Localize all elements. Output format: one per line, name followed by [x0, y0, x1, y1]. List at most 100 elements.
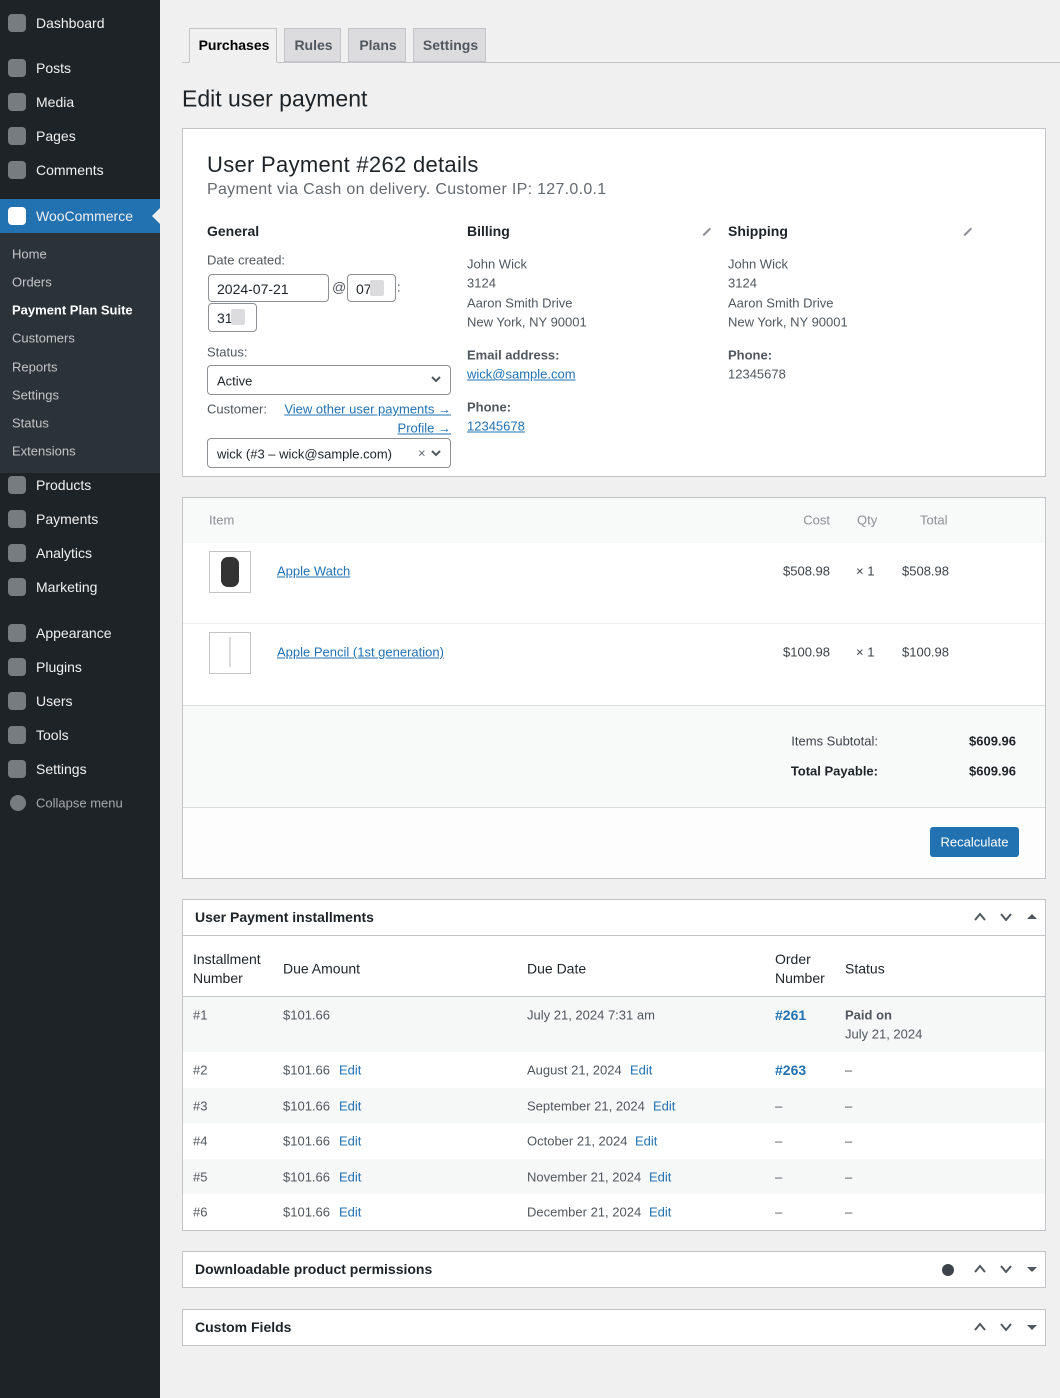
panel-title: User Payment installments	[195, 909, 374, 925]
edit-date-link[interactable]: Edit	[635, 1133, 658, 1149]
menu-item[interactable]: Products	[36, 477, 92, 493]
tab[interactable]: Rules	[284, 28, 341, 62]
toggle-down[interactable]	[1027, 1324, 1037, 1330]
total-label: Total Payable:	[790, 763, 878, 779]
phone-value: 12345678	[728, 366, 786, 382]
toggle-up[interactable]	[1027, 913, 1037, 919]
submenu-item[interactable]: Payment Plan Suite	[12, 302, 133, 318]
active-arrow	[152, 208, 160, 224]
edit-amount-link[interactable]: Edit	[339, 1169, 362, 1184]
move-down[interactable]	[999, 912, 1013, 922]
spin	[231, 309, 245, 325]
move-up[interactable]	[973, 1264, 987, 1274]
order-link[interactable]: #261	[775, 1007, 807, 1023]
submenu-item[interactable]: Orders	[12, 274, 52, 290]
view-payments-link[interactable]: View other user payments →	[284, 401, 451, 417]
address-line: Aaron Smith Drive	[467, 295, 573, 311]
menu-item[interactable]: Media	[36, 94, 75, 110]
collapse-menu[interactable]: Collapse menu	[36, 795, 123, 811]
table-header: Due Amount	[283, 960, 361, 977]
details-subtitle: Payment via Cash on delivery. Customer I…	[207, 181, 607, 198]
address-line: New York, NY 90001	[467, 314, 587, 330]
details-box	[182, 128, 1046, 477]
submenu-item[interactable]: Home	[12, 246, 47, 262]
menu-item[interactable]: Analytics	[36, 545, 93, 561]
menu-item[interactable]: Pages	[36, 128, 76, 144]
move-up[interactable]	[973, 1322, 987, 1332]
field-label: Customer:	[207, 401, 267, 417]
edit-date-link[interactable]: Edit	[649, 1204, 672, 1220]
edit-amount-link[interactable]: Edit	[339, 1098, 362, 1113]
menu-item[interactable]: Posts	[36, 60, 72, 76]
admin-sidebar: Dashboard Posts Media Pages Comments WooComme…	[0, 0, 160, 1398]
item-name[interactable]: Apple Pencil (1st generation)	[277, 644, 444, 660]
address-line: John Wick	[467, 256, 527, 272]
edit-amount-link[interactable]: Edit	[339, 1062, 362, 1078]
profile-link[interactable]: Profile →	[397, 420, 451, 436]
address-line: 3124	[728, 275, 757, 291]
active-menu-bg	[0, 199, 160, 233]
edit-amount-link[interactable]: Edit	[339, 1133, 362, 1149]
menu-item[interactable]: WooCommerce	[36, 208, 133, 224]
page-title: Edit user payment	[182, 85, 368, 112]
move-down[interactable]	[999, 1264, 1013, 1274]
menu-item[interactable]: Appearance	[36, 625, 112, 641]
details-title: User Payment #262 details	[207, 152, 479, 177]
toggle-down[interactable]	[1027, 1266, 1037, 1272]
menu-item[interactable]: Tools	[36, 727, 69, 743]
menu-item[interactable]: Users	[36, 693, 73, 709]
panel-title: Downloadable product permissions	[195, 1261, 433, 1277]
address-line: Aaron Smith Drive	[728, 295, 834, 311]
email-link[interactable]: wick@sample.com	[467, 366, 576, 382]
installment-status: –	[845, 1169, 853, 1184]
move-down[interactable]	[430, 375, 442, 383]
installment-status: –	[845, 1133, 853, 1149]
status-date: July 21, 2024	[845, 1026, 923, 1042]
edit-date-link[interactable]: Edit	[630, 1062, 653, 1078]
help-icon[interactable]	[942, 1264, 954, 1276]
menu-item[interactable]: Marketing	[36, 579, 98, 595]
move-down[interactable]	[430, 449, 442, 457]
recalculate-button[interactable]: Recalculate	[930, 827, 1019, 857]
thumbnail-image	[221, 557, 239, 587]
menu-item[interactable]: Dashboard	[36, 15, 105, 31]
submenu-item[interactable]: Settings	[12, 387, 59, 403]
submenu-item[interactable]: Reports	[12, 359, 58, 375]
tab[interactable]: Settings	[413, 28, 486, 62]
phone-link[interactable]: 12345678	[467, 418, 525, 434]
menu-icon	[8, 624, 26, 642]
submenu-item[interactable]: Customers	[12, 330, 75, 346]
installment-number: #2	[193, 1062, 208, 1078]
due-amount: $101.66	[283, 1133, 330, 1149]
menu-item[interactable]: Payments	[36, 511, 99, 527]
submenu-item[interactable]: Extensions	[12, 443, 76, 459]
edit-date-link[interactable]: Edit	[649, 1169, 672, 1184]
tab[interactable]: Purchases	[189, 28, 277, 63]
order-link[interactable]: #263	[775, 1062, 807, 1078]
menu-item[interactable]: Settings	[36, 761, 87, 777]
menu-item[interactable]: Plugins	[36, 659, 82, 675]
item-thumbnail	[209, 551, 251, 593]
menu-item[interactable]: Comments	[36, 162, 104, 178]
minute-value: 31	[217, 310, 233, 326]
tab[interactable]: Plans	[348, 28, 406, 62]
submenu-item[interactable]: Status	[12, 415, 49, 431]
field-label: Phone:	[467, 399, 512, 415]
customer-select[interactable]: wick (#3 – wick@sample.com) ×	[207, 438, 451, 468]
date-input[interactable]: 2024-07-21	[208, 274, 329, 302]
due-date: November 21, 2024	[527, 1169, 642, 1184]
due-date: July 21, 2024 7:31 am	[527, 1007, 655, 1023]
status-select[interactable]: Active	[207, 365, 451, 395]
tab-label: Settings	[422, 37, 479, 53]
move-down[interactable]	[999, 1322, 1013, 1332]
edit-amount-link[interactable]: Edit	[339, 1204, 362, 1220]
due-date: October 21, 2024	[527, 1133, 628, 1149]
edit-date-link[interactable]: Edit	[653, 1098, 676, 1113]
item-name[interactable]: Apple Watch	[277, 563, 351, 579]
clear-customer[interactable]: ×	[418, 445, 426, 461]
move-up[interactable]	[973, 912, 987, 922]
order-number: –	[775, 1098, 783, 1113]
menu-icon	[8, 760, 26, 778]
table-header: Due Date	[527, 960, 587, 977]
